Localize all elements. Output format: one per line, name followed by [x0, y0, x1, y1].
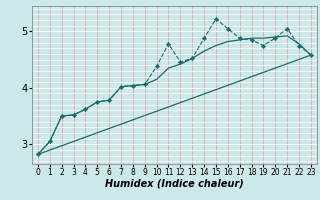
X-axis label: Humidex (Indice chaleur): Humidex (Indice chaleur)	[105, 179, 244, 189]
